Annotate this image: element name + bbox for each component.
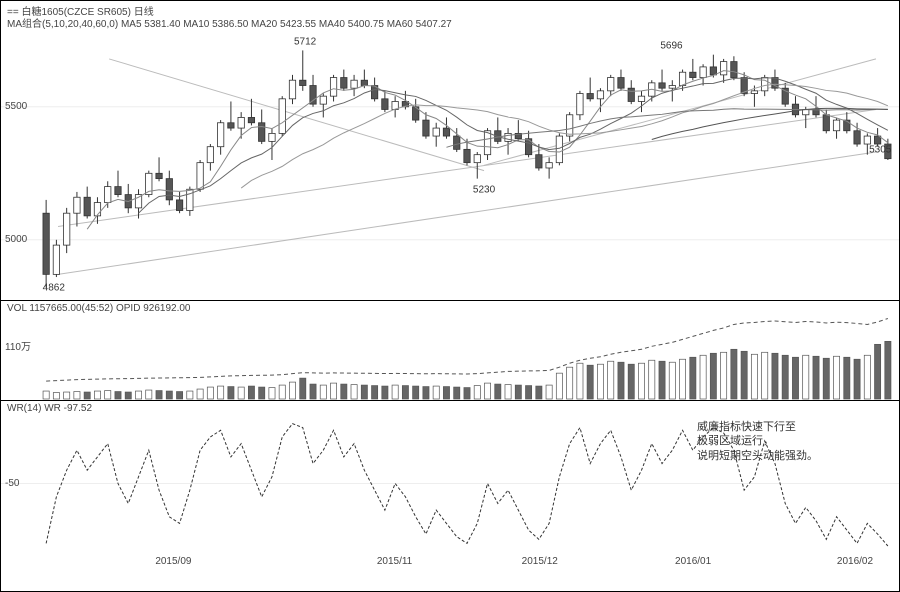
x-axis: 2015/09 2015/11 2015/12 2016/01 2016/02 (1, 556, 899, 592)
svg-text:4862: 4862 (43, 283, 66, 294)
x-tick: 2015/09 (155, 556, 191, 567)
x-tick: 2015/11 (377, 556, 412, 567)
volume-legend: VOL 1157665.00(45:52) OPID 926192.00 (7, 303, 190, 314)
x-tick: 2016/01 (675, 556, 711, 567)
ma-legend: MA组合(5,10,20,40,60,0) MA5 5381.40 MA10 5… (7, 15, 452, 30)
svg-text:5696: 5696 (660, 41, 683, 52)
wr-annotation: 威廉指标快速下行至极弱区域运行，说明短期空头动能强劲。 (697, 420, 818, 465)
volume-ytick: 110万 (5, 338, 31, 353)
financial-chart: == 白糖1605(CZCE SR605) 日线 MA组合(5,10,20,40… (0, 0, 900, 592)
svg-text:5712: 5712 (294, 36, 317, 47)
price-panel: 5712 5230 5696 5305 4862 5500 5000 (1, 1, 899, 301)
candlestick-chart: 5712 5230 5696 5305 4862 (1, 1, 899, 301)
svg-text:5305: 5305 (869, 145, 892, 156)
volume-panel: 110万 (1, 301, 899, 401)
price-ytick: 5000 (5, 234, 27, 245)
x-tick: 2016/02 (837, 556, 873, 567)
wr-legend: WR(14) WR -97.52 (7, 403, 92, 414)
price-ytick: 5500 (5, 101, 27, 112)
x-tick: 2015/12 (522, 556, 558, 567)
wr-panel: 威廉指标快速下行至极弱区域运行，说明短期空头动能强劲。 -50 (1, 401, 899, 556)
svg-text:5230: 5230 (473, 185, 496, 196)
volume-chart (1, 301, 899, 401)
wr-ytick: -50 (5, 478, 19, 489)
